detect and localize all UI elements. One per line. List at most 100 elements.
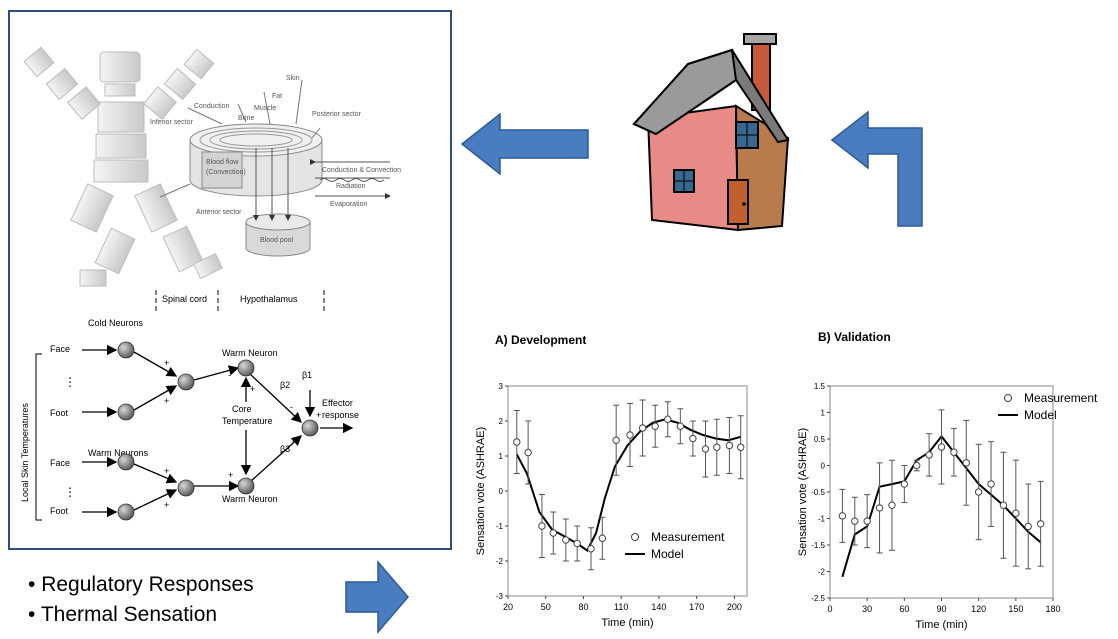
y-tick-label: 2 bbox=[499, 417, 504, 426]
label-conduction-convection: Conduction & Convection bbox=[322, 167, 401, 174]
measurement-point bbox=[638, 424, 647, 432]
neuron-hypothalamus-bottom bbox=[237, 477, 255, 495]
neuron-spinal-cold bbox=[177, 373, 195, 391]
measurement-point bbox=[651, 422, 659, 430]
x-tick-label: 140 bbox=[651, 602, 666, 612]
x-tick-label: 0 bbox=[827, 604, 832, 614]
label-spinal-cord: Spinal cord bbox=[162, 294, 207, 304]
label-core: Core bbox=[232, 404, 252, 414]
neuron-hypothalamus-top bbox=[237, 359, 255, 377]
measurement-point bbox=[863, 517, 871, 525]
measurement-point bbox=[562, 536, 570, 544]
measurement-point bbox=[913, 461, 921, 470]
label-warm-neuron-bottom: Warm Neuron bbox=[222, 494, 278, 504]
x-tick-label: 30 bbox=[862, 604, 872, 614]
x-tick-label: 80 bbox=[578, 602, 588, 612]
x-tick-label: 120 bbox=[971, 604, 986, 614]
dots-2: ⋮ bbox=[64, 485, 76, 499]
label-posterior-sector: Posterior sector bbox=[312, 111, 362, 118]
label-temperature: Temperature bbox=[222, 416, 273, 426]
label-anterior-sector: Anterior sector bbox=[196, 209, 242, 216]
y-axis-label: Sensation vote (ASHRAE) bbox=[475, 427, 487, 555]
label-blood-pool: Blood pool bbox=[260, 237, 294, 244]
measurement-point bbox=[962, 459, 970, 467]
neural-control-diagram: Spinal cord Hypothalamus Cold Neurons Wa… bbox=[20, 290, 359, 521]
neuron-spinal-warm bbox=[177, 479, 195, 497]
measurement-point bbox=[549, 529, 557, 537]
sign-plus-6: + bbox=[316, 410, 321, 420]
measurement-point bbox=[974, 488, 983, 496]
label-hypothalamus: Hypothalamus bbox=[240, 294, 298, 304]
label-conduction: Conduction bbox=[194, 103, 230, 110]
label-beta2: β2 bbox=[280, 380, 290, 390]
x-tick-label: 50 bbox=[541, 602, 551, 612]
sign-plus-3: + bbox=[164, 466, 169, 476]
x-axis-label: Time (min) bbox=[601, 617, 653, 629]
chart-development: 20 50 80 110 140 170 200 -3 -2 -1 0 1 2 3 Time (min) Se… bbox=[475, 382, 748, 629]
measurement-point bbox=[1012, 509, 1020, 517]
neuron-foot-cold bbox=[117, 403, 135, 421]
sign-minus-3: - bbox=[292, 436, 295, 446]
measurement-point bbox=[524, 448, 532, 457]
x-tick-label: 20 bbox=[503, 602, 513, 612]
x-tick-label: 150 bbox=[1008, 604, 1023, 614]
label-foot-1: Foot bbox=[50, 408, 69, 418]
right-arrow-icon bbox=[345, 560, 409, 634]
label-foot-2: Foot bbox=[50, 506, 69, 516]
label-face-2: Face bbox=[50, 458, 70, 468]
measurement-point bbox=[999, 501, 1008, 509]
label-warm-neuron-top: Warm Neuron bbox=[222, 348, 278, 358]
y-tick-label: 1.5 bbox=[814, 382, 826, 391]
y-tick-label: -2.5 bbox=[811, 594, 825, 603]
y-tick-label: -2 bbox=[818, 568, 826, 577]
measurement-point bbox=[573, 539, 581, 548]
sign-plus-1: + bbox=[164, 358, 169, 368]
measurement-point bbox=[725, 441, 734, 450]
house-icon bbox=[632, 33, 790, 232]
y-tick-label: 0 bbox=[821, 462, 826, 471]
legend-model-label: Model bbox=[1024, 408, 1057, 422]
sign-plus-4: + bbox=[164, 500, 169, 510]
x-tick-label: 180 bbox=[1045, 604, 1060, 614]
legend-measurement-marker bbox=[631, 533, 639, 541]
measurement-point bbox=[875, 504, 884, 512]
label-muscle: Muscle bbox=[254, 105, 276, 112]
measurement-point bbox=[701, 445, 710, 453]
label-fat: Fat bbox=[272, 93, 282, 100]
measurement-point bbox=[598, 534, 607, 542]
measurement-point bbox=[1024, 522, 1032, 531]
cylinder-layer-model bbox=[159, 79, 391, 257]
label-bone: Bone bbox=[238, 115, 254, 122]
y-tick-label: 1 bbox=[499, 452, 504, 461]
label-beta3: β3 bbox=[280, 444, 290, 454]
y-tick-label: 0.5 bbox=[814, 435, 826, 444]
bullet-list: Regulatory Responses Thermal Sensation bbox=[28, 570, 254, 630]
neuron-effector bbox=[301, 419, 319, 437]
measurement-point bbox=[925, 451, 933, 459]
y-tick-label: 3 bbox=[499, 382, 504, 391]
chart-validation: 0 30 60 90 120 150 180 -2.5 -2 -1.5 -1 -0.5 0 0.5 1 1.5… bbox=[797, 382, 1098, 631]
y-axis-label: Sensation vote (ASHRAE) bbox=[797, 428, 809, 556]
chart-b-title: B) Validation bbox=[818, 330, 891, 344]
sign-plus-2: + bbox=[164, 396, 169, 406]
bullet-regulatory-responses: Regulatory Responses bbox=[28, 570, 253, 600]
label-skin: Skin bbox=[286, 75, 300, 82]
measurement-point bbox=[713, 443, 721, 451]
label-blood-flow: Blood flow bbox=[206, 159, 239, 166]
y-tick-label: -2 bbox=[496, 557, 504, 566]
thermal-model-panel: Skin Fat Muscle Bone Conduction Inferior… bbox=[8, 10, 452, 550]
y-tick-label: -3 bbox=[496, 592, 504, 601]
legend-measurement-label: Measurement bbox=[1024, 391, 1098, 405]
measurement-point bbox=[737, 443, 745, 451]
x-tick-label: 200 bbox=[727, 602, 742, 612]
bullet-thermal-sensation: Thermal Sensation bbox=[28, 600, 254, 630]
x-axis-label: Time (min) bbox=[915, 619, 967, 631]
label-cold-neurons: Cold Neurons bbox=[88, 318, 144, 328]
measurement-point bbox=[689, 434, 697, 443]
measurement-point bbox=[950, 448, 958, 456]
label-convection: (Convection) bbox=[206, 169, 246, 176]
measurement-point bbox=[538, 522, 546, 530]
thermal-model-illustration: Skin Fat Muscle Bone Conduction Inferior… bbox=[20, 46, 401, 521]
segmented-human-figure bbox=[23, 46, 223, 287]
measurement-point bbox=[664, 415, 672, 423]
